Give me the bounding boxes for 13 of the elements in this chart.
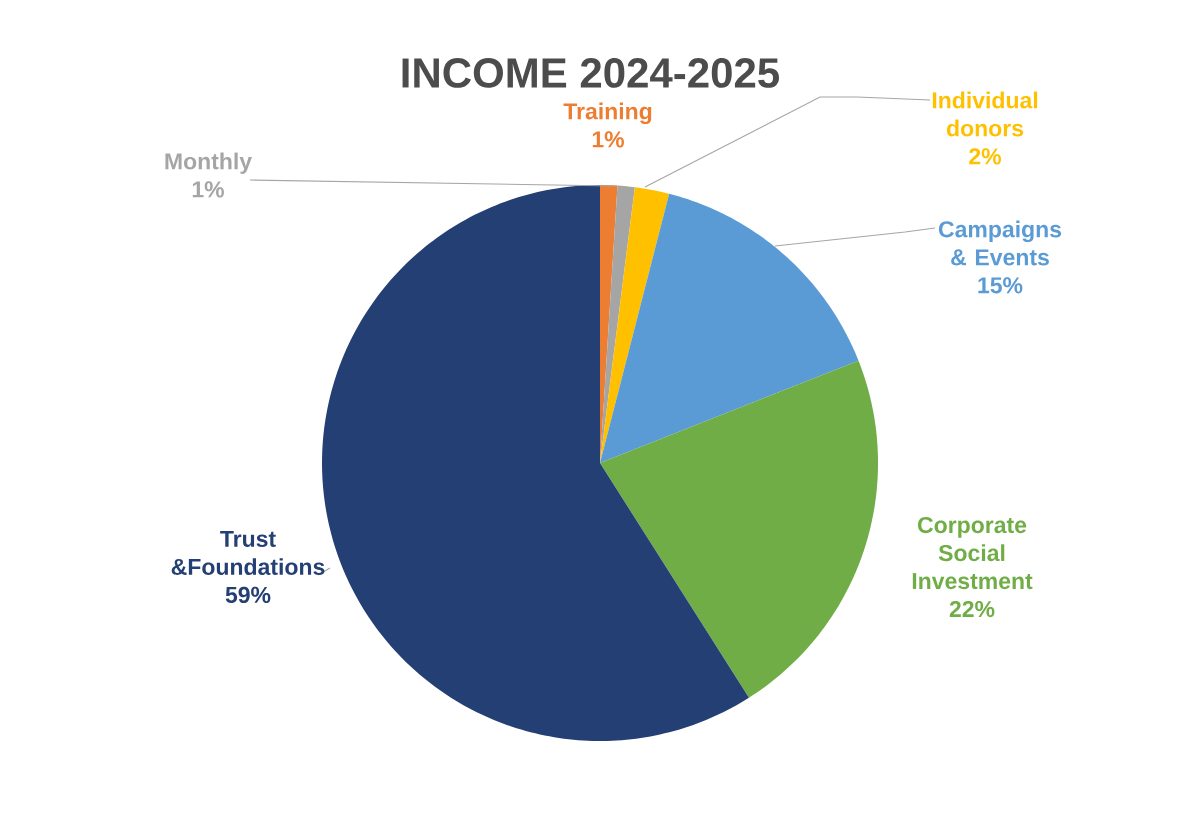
data-label: 22%	[949, 600, 995, 618]
data-label: 59%	[225, 586, 271, 604]
data-label: 2%	[969, 148, 1001, 165]
data-label: 15%	[978, 277, 1023, 294]
slice-label: Individual donors	[932, 91, 1038, 137]
slice-label: Trust &Foundations	[171, 530, 325, 576]
slice-label: Campaigns & Events	[938, 220, 1062, 266]
data-label: 1%	[592, 131, 624, 148]
data-label: 1%	[192, 181, 224, 198]
slice-label: Corporate Social Investment	[912, 516, 1033, 590]
chart-title: INCOME 2024-2025	[402, 58, 779, 88]
slice-label: Training	[563, 102, 652, 125]
slice-label: Monthly	[165, 152, 252, 174]
